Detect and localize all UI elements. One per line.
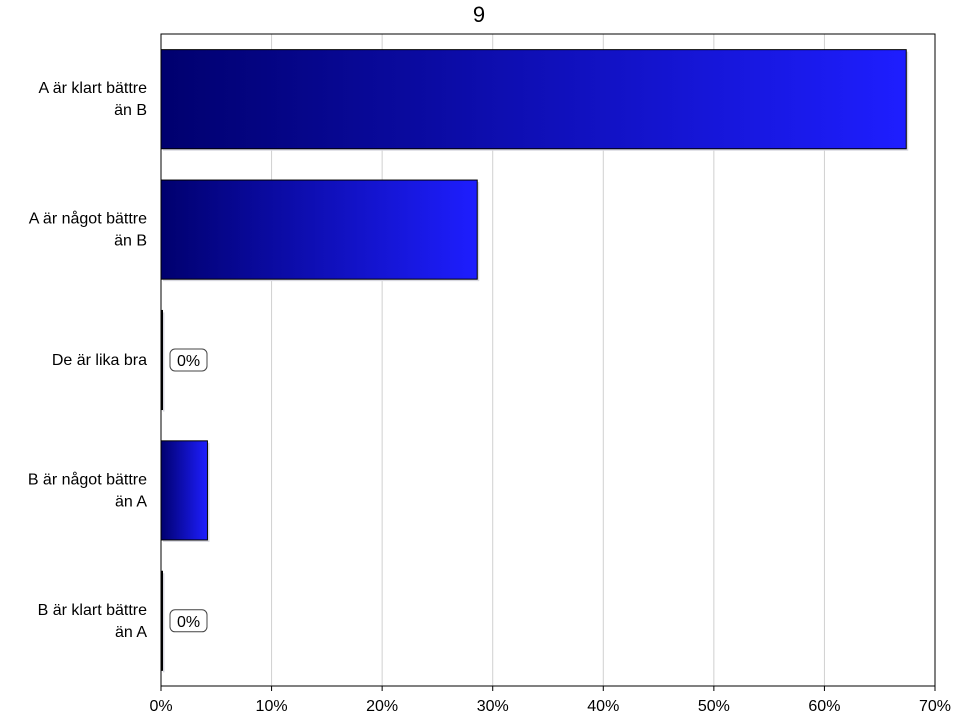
x-tick-label: 10% bbox=[256, 698, 288, 715]
x-tick-label: 0% bbox=[149, 698, 172, 715]
bar bbox=[160, 440, 208, 541]
x-tick-label: 20% bbox=[366, 698, 398, 715]
data-labels: 0% 0% bbox=[169, 348, 208, 633]
bar bbox=[160, 49, 907, 150]
bar bbox=[160, 179, 478, 280]
plot-area-border bbox=[160, 33, 936, 687]
x-tick-label: 70% bbox=[919, 698, 951, 715]
category-labels: A är klart bättre än B A är något bättre än… bbox=[28, 80, 148, 641]
data-label: 0% bbox=[177, 614, 200, 631]
data-label-box bbox=[169, 609, 208, 633]
category-label: A är något bättre bbox=[29, 210, 147, 228]
category-label: B är klart bättre bbox=[38, 602, 147, 619]
x-tick-label: 60% bbox=[808, 698, 840, 715]
data-label: 0% bbox=[177, 353, 200, 370]
chart-title: 9 bbox=[473, 2, 485, 27]
category-label: än B bbox=[114, 233, 147, 250]
category-label: än A bbox=[115, 624, 147, 641]
x-tick-labels: 0% 10% 20% 30% 40% 50% 60% 70% bbox=[149, 698, 951, 715]
category-label: A är klart bättre bbox=[39, 80, 148, 97]
bars bbox=[160, 49, 909, 673]
category-label: De är lika bra bbox=[52, 352, 147, 369]
category-label: än A bbox=[115, 493, 147, 510]
x-tick-label: 40% bbox=[587, 698, 619, 715]
bar-shadow bbox=[163, 312, 165, 412]
category-label: än B bbox=[114, 102, 147, 119]
category-label: B är något bättre bbox=[28, 470, 147, 488]
bar-shadow bbox=[163, 573, 165, 673]
x-tick-label: 50% bbox=[698, 698, 730, 715]
x-tick-label: 30% bbox=[477, 698, 509, 715]
data-label-box bbox=[169, 348, 208, 372]
